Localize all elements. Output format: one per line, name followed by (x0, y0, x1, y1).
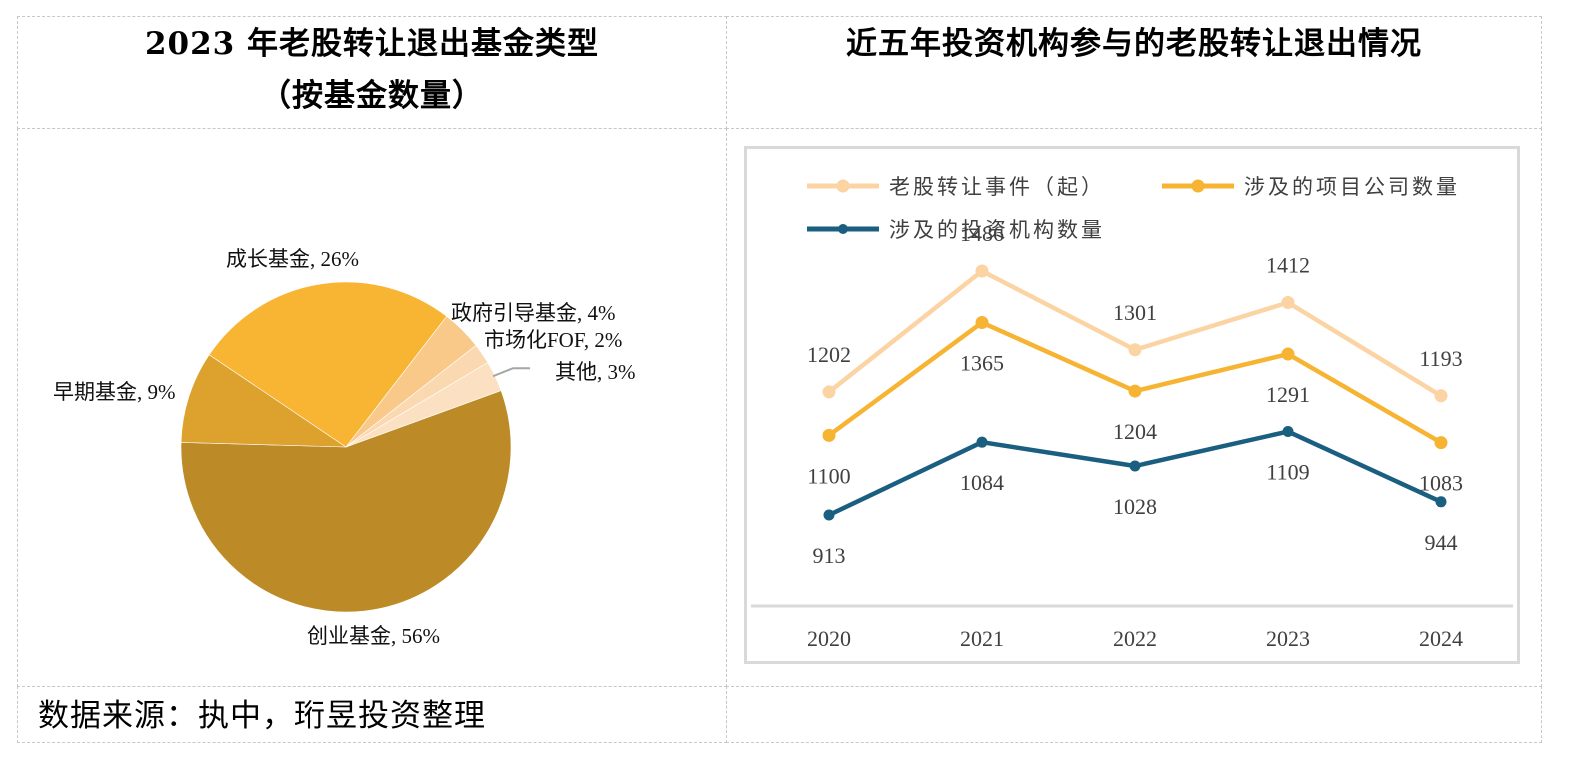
data-point (822, 428, 836, 442)
line-chart-title: 近五年投资机构参与的老股转让退出情况 (726, 18, 1542, 70)
legend-label-2: 涉及的投资机构数量 (889, 218, 1105, 242)
data-label: 1028 (1113, 494, 1157, 519)
data-label: 1100 (807, 463, 850, 488)
data-label: 1365 (960, 351, 1004, 376)
data-label: 1291 (1266, 382, 1310, 407)
data-point (1128, 384, 1142, 398)
data-point (975, 316, 989, 330)
x-tick-label: 2022 (1113, 626, 1157, 651)
data-label: 913 (813, 543, 846, 568)
pie-label-5: 其他, 3% (555, 360, 636, 384)
pie-chart-title: 2023 年老股转让退出基金类型 （按基金数量） (17, 18, 727, 122)
data-label: 1301 (1113, 300, 1157, 325)
data-label: 1084 (960, 470, 1004, 495)
pie-leader-line (492, 367, 531, 378)
data-point (1281, 296, 1295, 310)
x-tick-label: 2023 (1266, 626, 1310, 651)
data-point (1434, 389, 1448, 403)
pie-label-0: 创业基金, 56% (307, 624, 440, 648)
pie-label-3: 政府引导基金, 4% (451, 301, 616, 325)
series-line-0 (827, 268, 1443, 398)
legend-label-1: 涉及的项目公司数量 (1244, 175, 1460, 199)
data-point (1435, 496, 1447, 508)
pie-label-1: 早期基金, 9% (53, 380, 176, 404)
data-source-note: 数据来源：执中，珩昱投资整理 (38, 698, 486, 734)
empty-cell (726, 686, 1542, 743)
data-point (823, 509, 835, 521)
line-chart-frame: 2020 2021 2022 2023 2024 1202 1486 1301 1412 1193… (744, 146, 1520, 664)
data-label: 1202 (807, 342, 851, 367)
data-point (1282, 426, 1294, 438)
data-point (1281, 347, 1295, 361)
data-point (976, 436, 988, 448)
line-chart: 2020 2021 2022 2023 2024 1202 1486 1301 1412 1193… (751, 175, 1513, 651)
data-point (1128, 343, 1142, 357)
x-tick-label: 2020 (807, 626, 851, 651)
pie-slice-2 (208, 281, 448, 448)
pie-slice-0 (180, 390, 512, 613)
data-label: 1193 (1419, 346, 1462, 371)
data-label: 944 (1425, 530, 1458, 555)
legend-label-0: 老股转让事件（起） (889, 175, 1105, 199)
data-point (975, 264, 989, 278)
pie-title-line2: （按基金数量） (260, 78, 484, 114)
data-point (1434, 436, 1448, 450)
pie-title-line1: 2023 年老股转让退出基金类型 (144, 26, 600, 62)
pie-label-4: 市场化FOF, 2% (484, 328, 623, 352)
data-label: 1412 (1266, 253, 1310, 278)
line-title-text: 近五年投资机构参与的老股转让退出情况 (846, 26, 1422, 62)
data-point (822, 385, 836, 399)
pie-label-2: 成长基金, 26% (226, 247, 359, 271)
pie-chart (180, 281, 531, 613)
data-label: 1083 (1419, 471, 1463, 496)
x-tick-label: 2024 (1419, 626, 1463, 651)
data-point (1129, 460, 1141, 472)
x-tick-label: 2021 (960, 626, 1004, 651)
legend-marker (838, 224, 848, 234)
legend-marker (836, 179, 850, 193)
data-label: 1204 (1113, 419, 1157, 444)
pie-slice-1 (180, 354, 348, 448)
data-label: 1109 (1266, 460, 1309, 485)
legend-marker (1191, 179, 1205, 193)
data-label: 1486 (960, 221, 1004, 246)
